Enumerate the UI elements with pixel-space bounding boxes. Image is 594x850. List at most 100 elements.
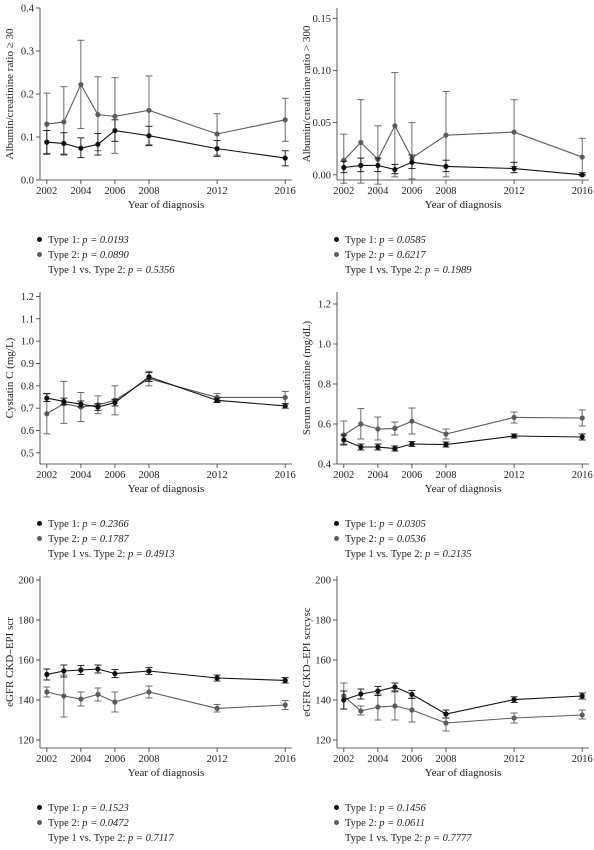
legend-entry: Type 1 vs. Type 2: p = 0.7117 [37,831,174,846]
data-point [443,720,449,726]
data-point [112,699,118,705]
series-type2 [43,674,289,718]
x-tick-label: 2002 [333,186,354,197]
y-tick-label: 1.1 [21,314,34,325]
x-tick-label: 2008 [138,186,159,197]
x-tick-label: 2004 [367,754,389,765]
legend-label: Type 1: [345,519,380,530]
data-point [579,172,585,178]
data-point [392,703,398,709]
data-point [146,374,152,380]
y-axis-label: eGFR CKD–EPI scrcysc [301,607,313,716]
legend-entry: Type 1 vs. Type 2: p = 0.1989 [334,263,471,278]
legend-entry: Type 1 vs. Type 2: p = 0.5356 [37,263,174,278]
legend-entry: Type 1: p = 0.1456 [334,801,471,816]
data-point [341,164,347,171]
x-tick-label: 2016 [275,754,296,765]
y-tick-label: 0.1 [21,133,34,144]
p-value: p = 0.7777 [425,833,472,844]
x-tick-label: 2006 [104,754,125,765]
data-point [282,702,288,708]
legend-label: Type 2: [48,250,83,261]
y-tick-label: 200 [18,576,34,587]
legend-label: Type 1 vs. Type 2: [48,265,128,276]
chart-panel-3: 0.5 0.6 0.7 0.8 0.9 1.0 1.1 1.2 2002 2004 2006 2008… [4,292,296,495]
series-type2 [340,682,586,732]
data-point [78,81,84,88]
data-point [375,688,381,694]
data-point [392,684,398,690]
legend-marker [334,237,339,243]
x-tick-label: 2008 [138,754,159,765]
data-point [579,154,585,160]
y-tick-label: 0.4 [21,4,35,15]
data-point [341,437,347,443]
y-tick-label: 120 [315,736,331,747]
data-point [214,675,220,681]
series-line [343,435,583,450]
legend-label: Type 1: [345,803,380,814]
legend-label: Type 2: [345,818,380,829]
stat-caption: Type 1: p = 0.0305 Type 2: p = 0.0536 Type… [334,517,471,562]
series-type1 [43,664,289,684]
x-axis-label: Year of diagnosis [128,767,205,779]
series-line [46,83,286,135]
data-point [443,163,449,170]
x-tick-label: 2002 [36,754,57,765]
data-point [61,693,67,699]
data-point [282,117,288,123]
legend-label: Type 2: [48,818,83,829]
y-tick-label: 0.15 [313,14,331,25]
data-point [146,668,152,674]
x-tick-label: 2012 [504,186,525,197]
p-value: p = 0.1523 [82,803,129,814]
x-tick-label: 2008 [435,470,456,481]
y-tick-label: 0.6 [318,420,331,431]
data-point [579,415,585,421]
legend-entry: Type 2: p = 0.0890 [37,248,174,263]
y-tick-label: 160 [18,656,34,667]
data-point [214,146,220,152]
stat-caption: Type 1: p = 0.0585 Type 2: p = 0.6217 Type… [334,233,471,278]
x-tick-label: 2012 [504,470,525,481]
data-point [61,668,67,674]
data-point [95,666,101,672]
p-value: p = 0.7117 [128,833,174,844]
series-type1 [340,682,586,719]
legend-entry: Type 1: p = 0.0305 [334,517,471,532]
chart-panel-6: 120 140 160 180 200 2002 2004 2006 2008 2012 2016 Y… [301,576,593,780]
data-point [44,671,50,677]
data-point [443,132,449,138]
data-point [78,696,84,702]
p-value: p = 0.0611 [379,818,425,829]
series-type2 [43,39,289,156]
data-point [409,441,415,447]
p-value: p = 0.1989 [425,265,472,276]
data-point [358,708,364,714]
data-point [358,162,364,169]
data-point [61,119,67,125]
p-value: p = 0.0193 [82,235,129,246]
data-point [44,395,50,401]
data-point [358,444,364,450]
x-tick-label: 2004 [70,470,92,481]
data-point [61,140,67,147]
x-tick-label: 2002 [36,470,57,481]
y-tick-label: 1.0 [318,340,331,351]
x-axis-label: Year of diagnosis [425,483,502,495]
data-point [443,431,449,437]
data-point [95,404,101,410]
data-point [511,715,517,721]
legend-marker [334,521,339,527]
series-line [343,124,583,161]
y-tick-label: 200 [315,576,331,587]
series-line [343,161,583,176]
legend-label: Type 1 vs. Type 2: [345,265,425,276]
series-line [343,686,583,715]
series-type1 [340,154,586,178]
x-tick-label: 2006 [104,470,125,481]
y-axis-label: Cystatin C (mg/L) [4,337,16,418]
data-point [282,394,288,401]
y-tick-label: 0.0 [21,176,34,187]
legend-entry: Type 1: p = 0.2366 [37,517,174,532]
